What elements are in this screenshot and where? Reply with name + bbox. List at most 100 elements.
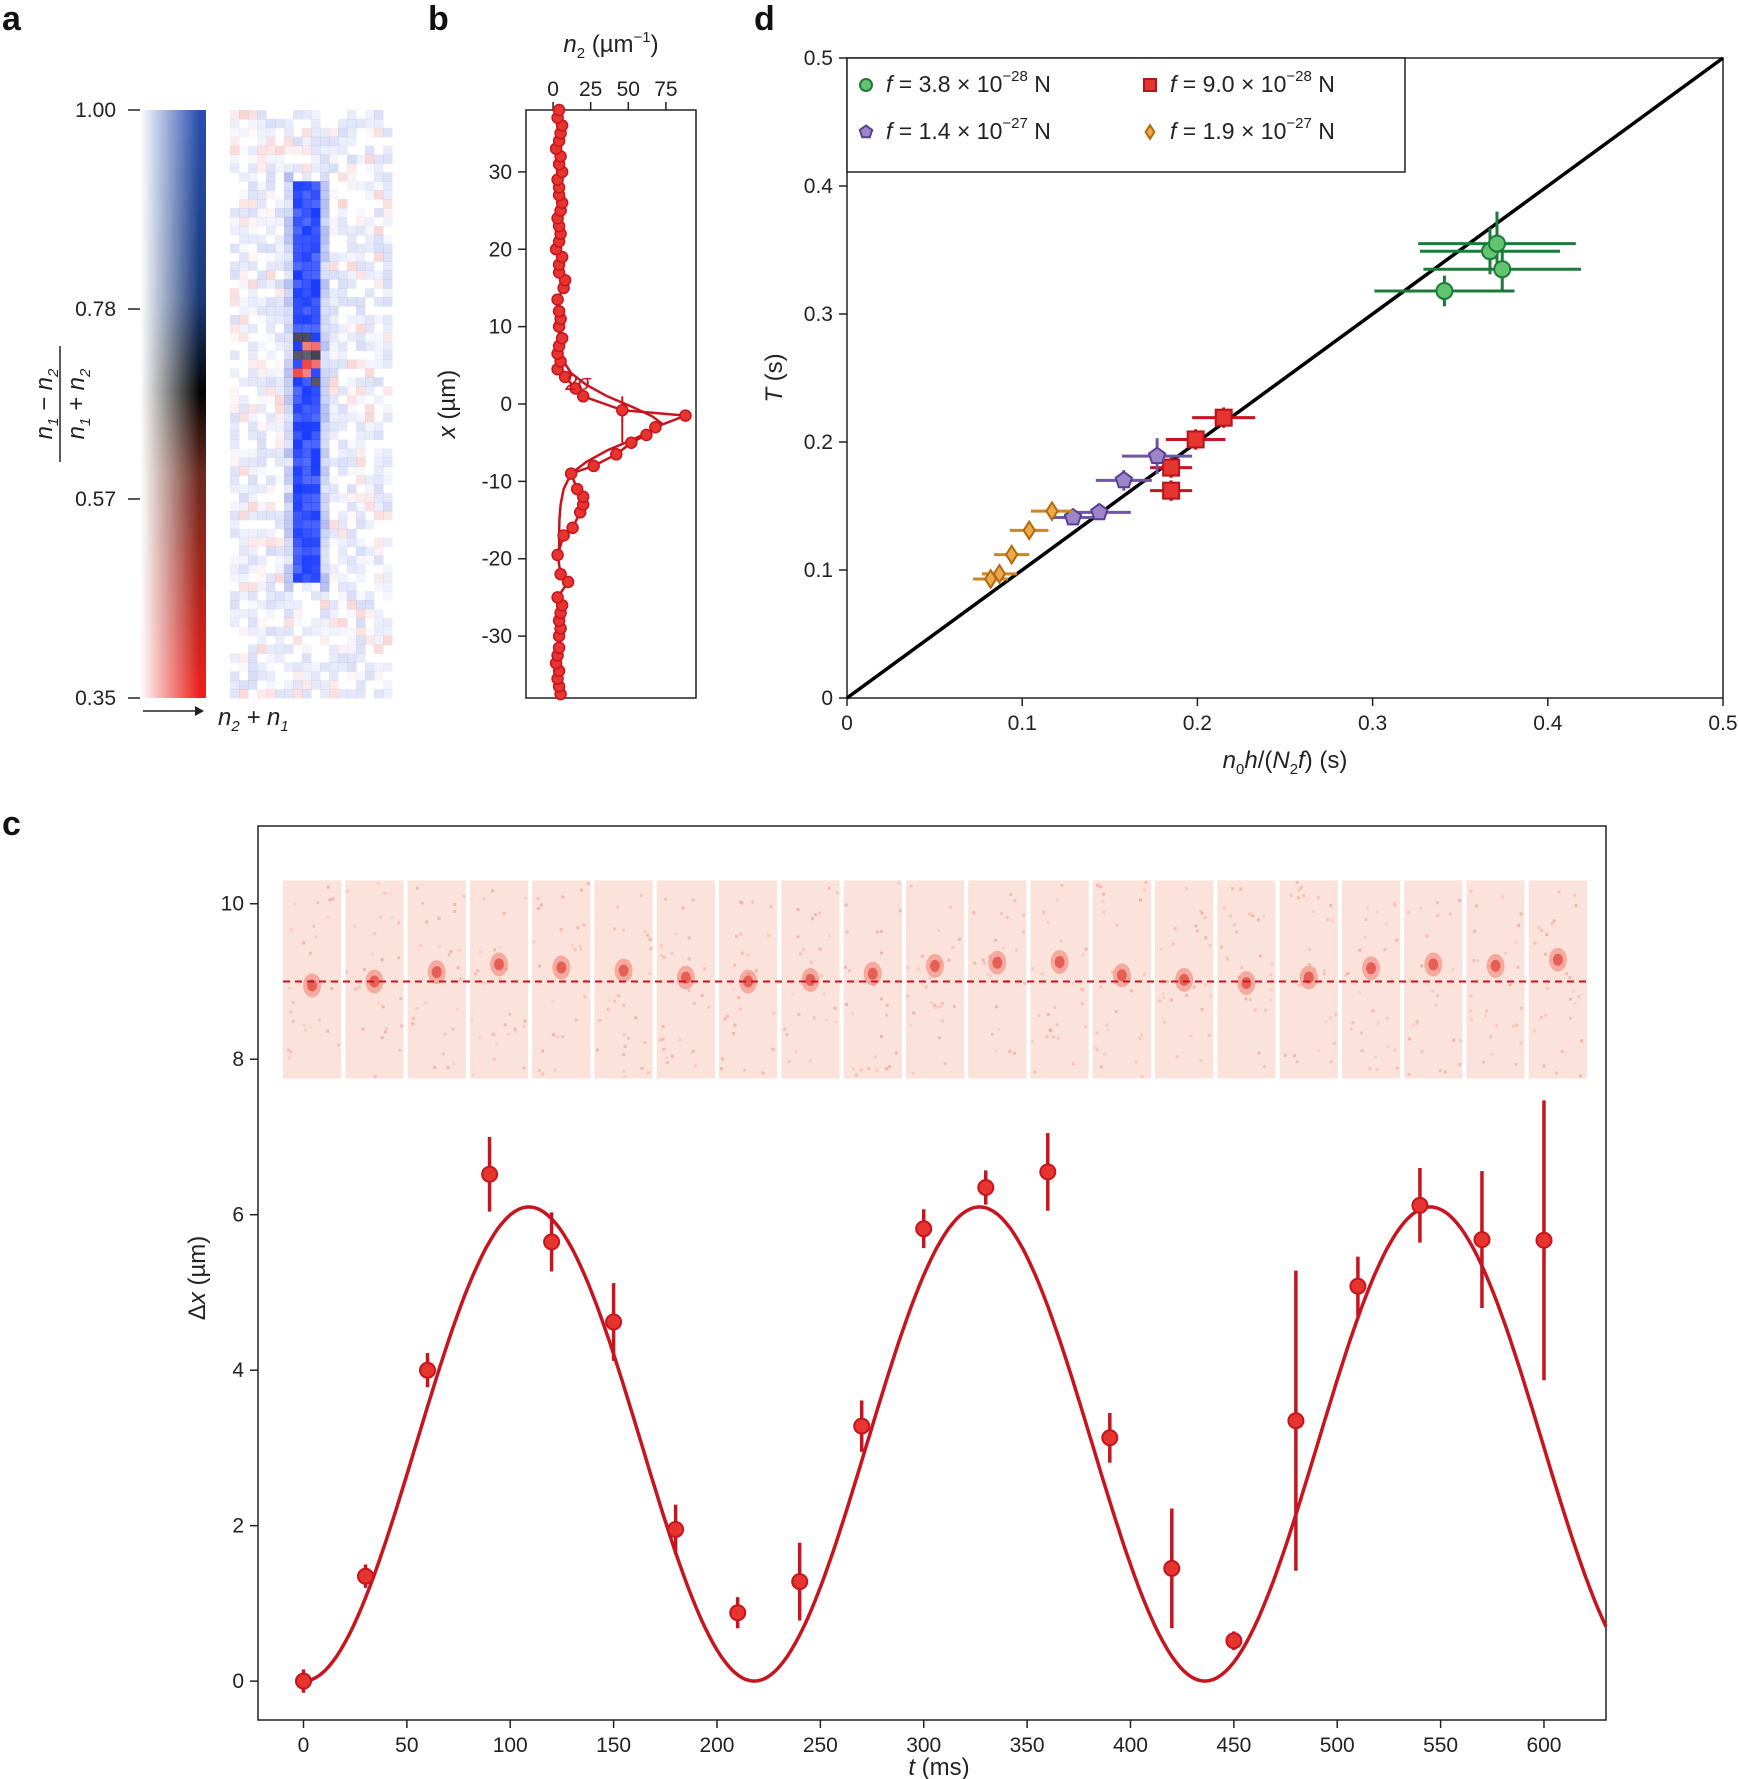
image-noise <box>1099 885 1103 889</box>
image-noise <box>289 928 293 932</box>
heatmap-pixel <box>293 163 303 173</box>
image-noise <box>442 1052 445 1056</box>
heatmap-pixel <box>356 341 366 351</box>
heatmap-pixel <box>293 216 303 227</box>
heatmap-pixel <box>266 332 276 343</box>
image-noise <box>885 1013 889 1017</box>
heatmap-pixel <box>230 421 240 432</box>
heatmap-pixel <box>257 404 267 414</box>
heatmap-pixel <box>365 555 375 565</box>
heatmap-pixel <box>383 234 393 245</box>
heatmap-pixel <box>257 306 267 316</box>
image-noise <box>1514 1062 1518 1066</box>
heatmap-pixel <box>311 190 321 200</box>
data-point-d <box>1487 234 1506 253</box>
image-noise <box>1163 1020 1166 1024</box>
heatmap-pixel <box>311 288 321 298</box>
heatmap-pixel <box>383 359 393 369</box>
data-point-d <box>1214 408 1233 427</box>
image-noise <box>906 994 910 998</box>
heatmap-pixel <box>239 190 249 200</box>
heatmap-pixel <box>275 306 285 316</box>
heatmap-pixel <box>329 493 339 503</box>
heatmap-pixel <box>356 448 366 458</box>
image-noise <box>1313 967 1317 971</box>
heatmap-pixel <box>257 635 267 645</box>
image-noise <box>844 903 848 907</box>
image-noise <box>643 1041 647 1045</box>
heatmap-pixel <box>230 608 240 619</box>
image-noise <box>1171 942 1175 946</box>
image-noise <box>411 1022 414 1026</box>
image-noise <box>1159 947 1163 951</box>
heatmap-pixel <box>356 216 366 227</box>
image-noise <box>495 1042 499 1046</box>
image-noise <box>739 1007 742 1011</box>
heatmap-pixel <box>248 653 258 663</box>
heatmap-pixel <box>320 314 330 325</box>
image-noise <box>613 927 617 931</box>
image-noise <box>1573 894 1577 898</box>
heatmap-pixel <box>275 163 285 173</box>
heatmap-pixel <box>284 617 294 628</box>
image-noise <box>1072 1062 1075 1066</box>
heatmap-pixel <box>320 528 330 539</box>
tick-label-d-x: 0.2 <box>1183 712 1212 735</box>
heatmap-pixel <box>302 502 312 512</box>
heatmap-pixel <box>347 163 357 173</box>
data-point-d <box>1162 458 1181 477</box>
heatmap-pixel <box>284 519 294 530</box>
heatmap-pixel <box>293 261 303 271</box>
image-noise <box>522 1066 526 1070</box>
heatmap-pixel <box>356 626 366 637</box>
image-noise <box>1316 896 1320 900</box>
heatmap-pixel <box>365 600 375 610</box>
image-noise <box>1407 1072 1411 1076</box>
heatmap-pixel <box>329 662 339 672</box>
image-noise <box>820 974 824 977</box>
heatmap-pixel <box>293 208 303 218</box>
heatmap-pixel <box>239 528 249 539</box>
image-noise <box>1258 954 1262 958</box>
heatmap-pixel <box>329 270 339 280</box>
heatmap-pixel <box>383 626 393 637</box>
image-noise <box>1395 938 1399 942</box>
image-noise <box>1363 936 1367 940</box>
atom-cloud <box>1490 959 1501 972</box>
heatmap-pixel <box>284 626 294 637</box>
tick-label-d-x: 0.3 <box>1358 712 1387 735</box>
heatmap-pixel <box>311 617 321 628</box>
image-noise <box>1358 991 1362 994</box>
atom-cloud <box>556 961 567 974</box>
ylabel-d: T (s) <box>761 353 788 402</box>
image-noise <box>876 930 879 934</box>
image-frame <box>532 880 591 1079</box>
image-noise <box>514 1029 518 1033</box>
heatmap-pixel <box>239 225 249 236</box>
data-point-d <box>1063 507 1083 526</box>
heatmap-pixel <box>302 528 312 539</box>
data-point-b <box>552 304 566 318</box>
heatmap-pixel <box>266 662 276 672</box>
heatmap-pixel <box>347 243 357 253</box>
heatmap-pixel <box>293 537 303 547</box>
image-noise <box>470 1018 474 1022</box>
image-noise <box>1574 904 1578 907</box>
image-noise <box>1407 910 1411 914</box>
heatmap-pixel <box>248 484 258 494</box>
heatmap-pixel <box>356 653 366 663</box>
image-noise <box>958 937 961 941</box>
heatmap-pixel <box>347 457 357 467</box>
heatmap-pixel <box>230 653 240 663</box>
heatmap-pixel <box>248 163 258 173</box>
image-noise <box>844 965 847 969</box>
heatmap-pixel <box>248 626 258 637</box>
heatmap-pixel <box>266 608 276 619</box>
heatmap-pixel <box>284 510 294 521</box>
heatmap-pixel <box>230 332 240 343</box>
heatmap-pixel <box>230 243 240 253</box>
heatmap-pixel <box>338 332 348 343</box>
image-noise <box>1580 1039 1584 1043</box>
heatmap-pixel <box>356 546 366 556</box>
